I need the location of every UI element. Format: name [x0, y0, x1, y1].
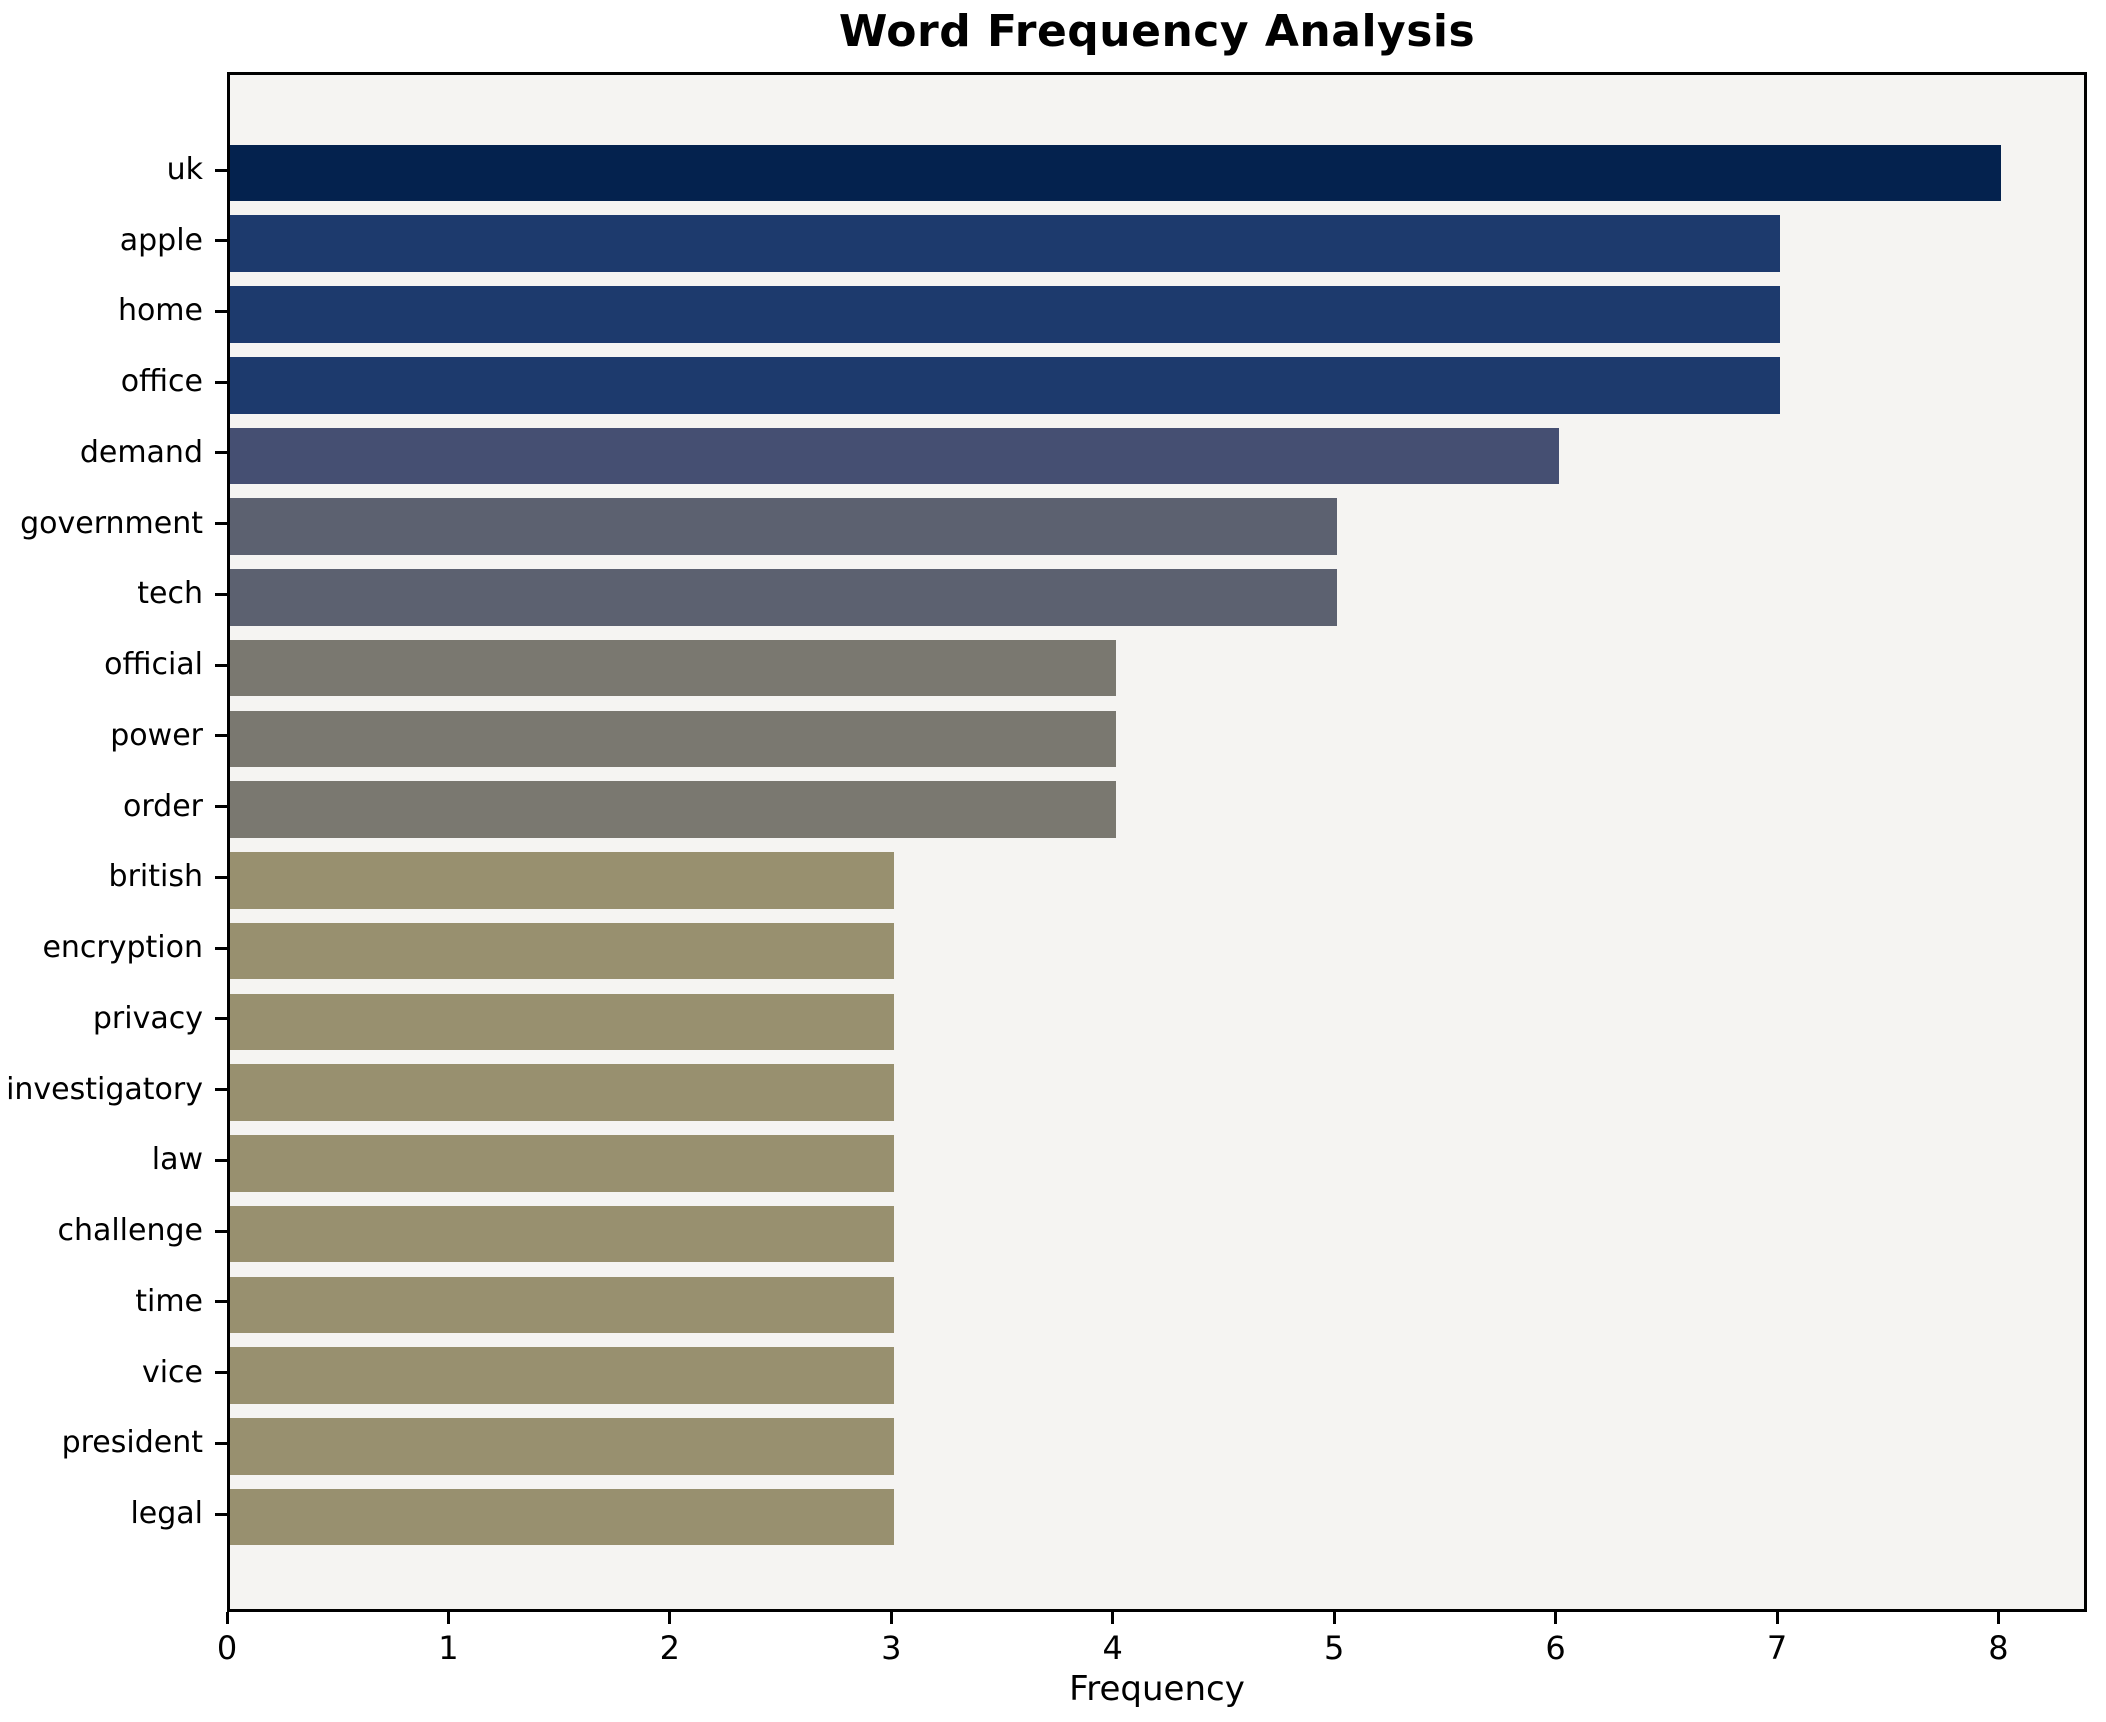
bar-vice	[230, 1347, 895, 1404]
y-tick-label-home: home	[117, 293, 203, 329]
bar-british	[230, 852, 895, 909]
y-tick-mark	[215, 875, 227, 879]
x-tick-mark	[446, 1612, 450, 1624]
y-tick-label-privacy: privacy	[92, 1000, 203, 1036]
bar-privacy	[230, 993, 895, 1051]
x-tick-label-6: 6	[1545, 1629, 1566, 1667]
y-tick-label-vice: vice	[141, 1354, 203, 1390]
x-tick-mark	[1775, 1612, 1779, 1624]
y-tick-mark	[215, 946, 227, 950]
bar-government	[230, 498, 1338, 555]
y-tick-label-apple: apple	[119, 222, 203, 258]
y-tick-mark	[215, 380, 227, 384]
y-tick-mark	[215, 663, 227, 667]
bar-time	[230, 1276, 895, 1334]
x-tick-mark	[1111, 1612, 1115, 1624]
y-tick-mark	[215, 1441, 227, 1445]
y-tick-mark	[215, 734, 227, 738]
bar-official	[230, 639, 1116, 697]
bar-order	[230, 781, 1116, 838]
bar-president	[230, 1418, 895, 1475]
y-tick-label-demand: demand	[79, 434, 203, 470]
y-tick-mark	[215, 1017, 227, 1021]
x-tick-mark	[225, 1612, 229, 1624]
bar-legal	[230, 1488, 895, 1546]
y-tick-label-time: time	[135, 1283, 203, 1319]
x-tick-label-0: 0	[216, 1629, 238, 1667]
y-tick-label-president: president	[61, 1425, 203, 1461]
y-tick-label-power: power	[110, 717, 203, 753]
y-tick-label-government: government	[20, 505, 203, 541]
x-tick-mark	[889, 1612, 893, 1624]
y-tick-label-investigatory: investigatory	[6, 1071, 203, 1107]
bar-home	[230, 286, 1780, 343]
y-tick-mark	[215, 1512, 227, 1516]
x-tick-label-5: 5	[1323, 1629, 1345, 1667]
y-tick-label-british: british	[108, 859, 203, 895]
y-tick-mark	[215, 1371, 227, 1375]
x-axis-label: Frequency	[1069, 1669, 1245, 1709]
x-tick-label-2: 2	[659, 1629, 681, 1667]
y-tick-label-order: order	[123, 788, 203, 824]
bar-challenge	[230, 1205, 895, 1263]
bar-tech	[230, 569, 1338, 626]
bar-uk	[230, 144, 2002, 202]
y-tick-mark	[215, 1300, 227, 1304]
y-tick-mark	[215, 168, 227, 172]
bar-investigatory	[230, 1064, 895, 1121]
x-tick-mark	[1554, 1612, 1558, 1624]
x-tick-label-4: 4	[1102, 1629, 1123, 1667]
y-tick-label-legal: legal	[130, 1496, 203, 1532]
x-tick-label-8: 8	[1988, 1629, 2009, 1667]
y-tick-label-challenge: challenge	[57, 1213, 203, 1249]
y-tick-label-encryption: encryption	[42, 930, 203, 966]
y-tick-mark	[215, 1088, 227, 1092]
bar-apple	[230, 215, 1780, 273]
chart-title: Word Frequency Analysis	[838, 6, 1476, 57]
plot-area	[227, 72, 2087, 1612]
y-tick-mark	[215, 805, 227, 809]
bar-law	[230, 1135, 895, 1192]
y-tick-label-official: official	[104, 647, 203, 683]
x-tick-mark	[668, 1612, 672, 1624]
y-tick-mark	[215, 592, 227, 596]
y-tick-mark	[215, 451, 227, 455]
bar-demand	[230, 427, 1559, 485]
y-tick-mark	[215, 1229, 227, 1233]
bar-office	[230, 356, 1780, 414]
y-tick-mark	[215, 239, 227, 243]
y-tick-mark	[215, 1158, 227, 1162]
y-tick-mark	[215, 522, 227, 526]
x-tick-label-7: 7	[1766, 1629, 1788, 1667]
x-tick-label-1: 1	[438, 1629, 459, 1667]
x-tick-mark	[1332, 1612, 1336, 1624]
y-tick-label-uk: uk	[166, 152, 203, 187]
x-tick-mark	[1996, 1612, 2000, 1624]
bar-power	[230, 710, 1116, 768]
y-tick-label-law: law	[151, 1142, 203, 1178]
y-tick-label-office: office	[120, 364, 203, 400]
x-tick-label-3: 3	[881, 1629, 902, 1667]
bar-encryption	[230, 922, 895, 980]
y-tick-mark	[215, 309, 227, 313]
y-tick-label-tech: tech	[137, 576, 203, 612]
